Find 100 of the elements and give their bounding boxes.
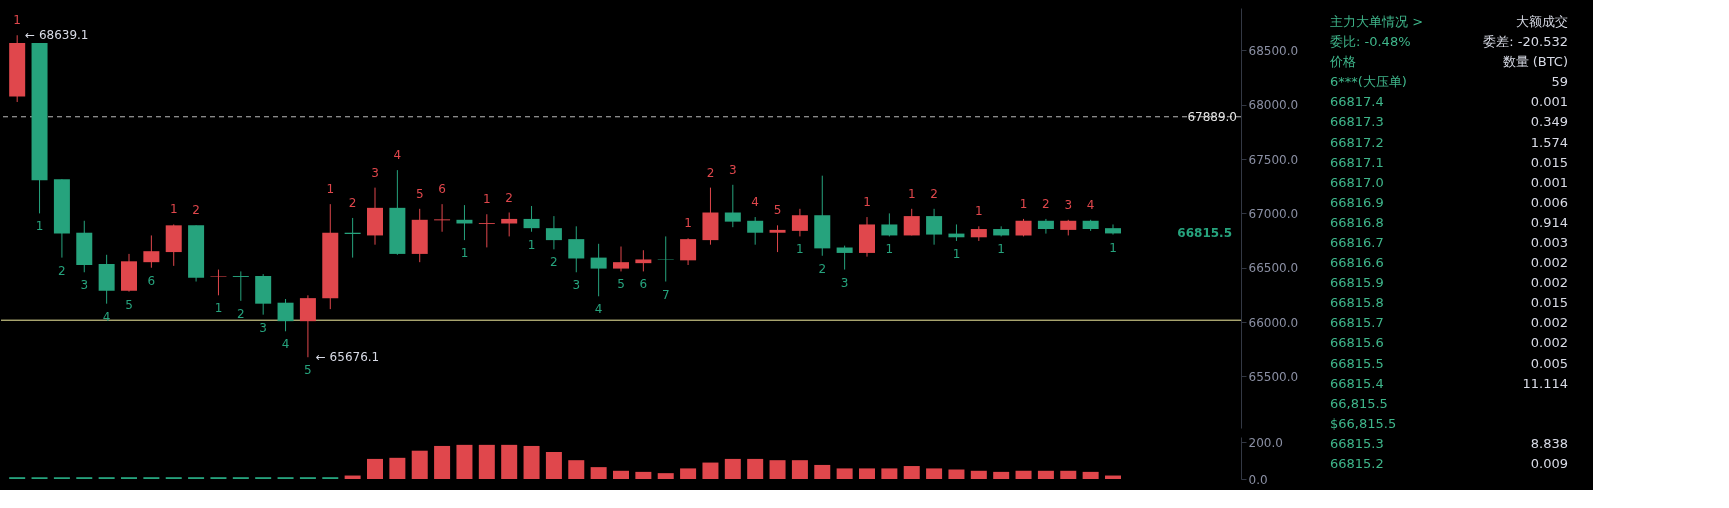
text: 66815.6 0.002 bbox=[1330, 335, 1568, 351]
bar bbox=[680, 468, 697, 479]
annotation: ← 68639.1 bbox=[25, 28, 89, 43]
y-tick-label: 67500.0 bbox=[1248, 152, 1299, 167]
bar bbox=[613, 470, 629, 479]
bar bbox=[635, 471, 652, 479]
text: 3 bbox=[840, 275, 849, 290]
bar bbox=[657, 473, 674, 479]
text: 6 bbox=[639, 277, 648, 292]
annotation: ← 65676.1 bbox=[315, 350, 380, 365]
text: 4 bbox=[393, 148, 402, 163]
text: 4 bbox=[1086, 197, 1095, 212]
text: 1 bbox=[952, 246, 961, 261]
text: 5 bbox=[617, 277, 625, 292]
text: 2 bbox=[1042, 196, 1050, 211]
bar bbox=[456, 444, 473, 479]
y-tick-label: 66000.0 bbox=[1248, 315, 1299, 330]
candlestick bbox=[635, 249, 652, 272]
text: 1 bbox=[326, 182, 335, 197]
candlestick bbox=[836, 245, 853, 271]
candlestick bbox=[881, 212, 898, 237]
text: 3 bbox=[259, 320, 267, 335]
candlestick bbox=[926, 208, 943, 246]
text: 66815.5 0.005 bbox=[1330, 355, 1568, 371]
candlestick bbox=[210, 269, 227, 296]
bar bbox=[791, 460, 808, 479]
candlestick bbox=[590, 243, 607, 297]
text: 1 bbox=[35, 219, 44, 234]
bar bbox=[1082, 471, 1099, 479]
text: 2 bbox=[505, 190, 513, 205]
text: 4 bbox=[102, 309, 111, 324]
text: 66816.6 0.002 bbox=[1330, 255, 1568, 271]
y-tick-label: 0.0 bbox=[1248, 472, 1268, 487]
bar bbox=[367, 458, 383, 479]
text: 5 bbox=[304, 363, 312, 378]
y-tick-label: 67000.0 bbox=[1248, 206, 1299, 221]
text: 1 bbox=[796, 242, 804, 257]
y-tick-label: 66500.0 bbox=[1248, 261, 1299, 276]
text: 1 bbox=[1019, 196, 1028, 211]
candlestick bbox=[791, 208, 808, 237]
text: 3 bbox=[1064, 197, 1073, 212]
bar bbox=[948, 469, 965, 479]
bar bbox=[434, 445, 451, 479]
bar bbox=[523, 445, 540, 479]
text: 3 bbox=[729, 162, 737, 177]
text: 4 bbox=[751, 195, 759, 210]
text: 66815.9 0.002 bbox=[1330, 275, 1568, 291]
text: 1 bbox=[975, 204, 983, 219]
candlestick bbox=[568, 225, 585, 273]
text: 2 bbox=[58, 263, 66, 278]
bar bbox=[769, 460, 786, 479]
y-tick-label: 68000.0 bbox=[1248, 98, 1299, 113]
y-tick-label: 68500.0 bbox=[1248, 43, 1299, 58]
text: 66816.9 0.006 bbox=[1330, 194, 1568, 210]
bar bbox=[859, 468, 875, 479]
text: 1 bbox=[527, 237, 536, 252]
text: 5 bbox=[125, 297, 133, 312]
text: 2 bbox=[192, 203, 200, 218]
bar bbox=[478, 444, 495, 479]
ref-line-label: 67889.0 bbox=[1187, 109, 1237, 124]
bar bbox=[389, 457, 406, 479]
text: 66816.7 0.003 bbox=[1330, 235, 1568, 250]
bar bbox=[1060, 470, 1077, 479]
text: 3 bbox=[80, 278, 89, 293]
candlestick bbox=[478, 213, 495, 248]
candlestick bbox=[434, 203, 451, 233]
text: 66816.8 0.914 bbox=[1330, 214, 1568, 230]
text: 66817.1 0.015 bbox=[1330, 154, 1568, 170]
text: 5 bbox=[773, 203, 782, 218]
text: 66815.2 0.009 bbox=[1330, 455, 1568, 471]
text: 1 bbox=[885, 242, 894, 257]
text: 2 bbox=[706, 165, 715, 180]
text: 6***(大压单) 59 bbox=[1330, 74, 1568, 90]
candlestick bbox=[143, 234, 160, 269]
text: 2 bbox=[550, 255, 558, 270]
candlestick bbox=[903, 208, 920, 236]
candlestick bbox=[1037, 218, 1054, 235]
text: 66,815.5 bbox=[1330, 395, 1388, 411]
text: 1 bbox=[863, 195, 871, 210]
text: 1 bbox=[907, 186, 916, 201]
text: 2 bbox=[930, 186, 938, 201]
bar bbox=[501, 444, 518, 479]
text: 6 bbox=[438, 182, 446, 197]
text: 1 bbox=[997, 242, 1005, 257]
candlestick bbox=[724, 184, 741, 228]
candlestick bbox=[613, 246, 629, 272]
text: 主力大单情况 > 大额成交 bbox=[1330, 14, 1568, 30]
text: 66817.4 0.001 bbox=[1330, 94, 1568, 110]
text: 委比: -0.48% 委差: -20.532 bbox=[1330, 34, 1568, 50]
bar bbox=[926, 468, 943, 479]
bar bbox=[590, 467, 607, 479]
text: 1 bbox=[214, 301, 223, 316]
text: 66815.3 8.838 bbox=[1330, 435, 1568, 451]
bar bbox=[993, 471, 1010, 479]
text: 3 bbox=[371, 165, 379, 180]
text: 3 bbox=[572, 278, 581, 293]
annotation: 66815.5 bbox=[1177, 226, 1232, 241]
text: 4 bbox=[281, 337, 290, 352]
text: 66817.3 0.349 bbox=[1330, 114, 1568, 130]
text: 2 bbox=[348, 195, 357, 210]
